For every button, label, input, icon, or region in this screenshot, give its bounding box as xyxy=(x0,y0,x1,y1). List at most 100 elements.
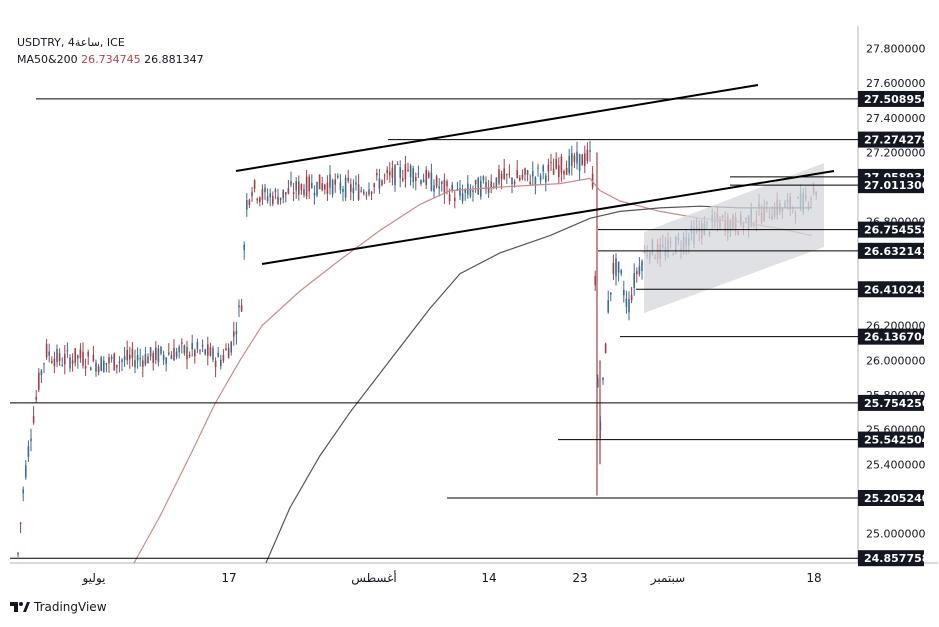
candle-body xyxy=(446,181,448,187)
price-level-tag xyxy=(858,177,924,194)
candle-body xyxy=(472,190,474,193)
candle-body xyxy=(290,181,292,185)
x-tick-label: 14 xyxy=(481,571,496,585)
candle-body xyxy=(186,347,188,360)
candle-body xyxy=(110,357,113,359)
candle-body xyxy=(97,366,100,373)
candle-body xyxy=(121,359,123,362)
candle-body xyxy=(350,184,352,192)
candle-body xyxy=(191,342,193,350)
candle-body xyxy=(435,176,438,187)
candle-body xyxy=(581,154,583,166)
candle-body xyxy=(230,341,232,353)
candle-body xyxy=(604,343,607,353)
candle-body xyxy=(532,171,534,177)
candle-body xyxy=(524,168,526,175)
candle-body xyxy=(503,168,505,179)
candle-body xyxy=(248,199,251,205)
candle-body xyxy=(381,180,383,186)
candle-body xyxy=(287,187,290,194)
y-tick-label: 27.600000 xyxy=(866,77,926,90)
price-level-label: 24.857758 xyxy=(864,552,929,565)
candle-body xyxy=(342,188,344,192)
candle-body xyxy=(318,174,321,190)
candle-body xyxy=(217,352,219,357)
candle-body xyxy=(269,193,271,198)
candle-body xyxy=(235,330,238,335)
candle-body xyxy=(464,189,466,193)
candle-body xyxy=(19,522,22,524)
price-level-tag xyxy=(858,221,924,238)
price-level-tag xyxy=(858,328,924,345)
candle-body xyxy=(92,354,95,361)
price-level-tag xyxy=(858,394,924,411)
candle-body xyxy=(199,350,201,352)
candle-body xyxy=(209,347,212,356)
candle-body xyxy=(324,184,326,190)
candle-body xyxy=(506,174,508,176)
candle-body xyxy=(313,193,316,196)
candle-body xyxy=(48,351,50,356)
price-level-tag xyxy=(858,550,924,567)
candle-body xyxy=(35,396,37,400)
candle-body xyxy=(251,192,253,197)
price-level-label: 25.542504 xyxy=(864,434,930,447)
candle-body xyxy=(534,177,537,185)
candle-body xyxy=(238,305,240,308)
candle-body xyxy=(404,164,407,180)
ma-legend: MA50&200 26.734745 26.881347 xyxy=(17,51,204,68)
y-tick-label: 27.800000 xyxy=(866,43,926,56)
candle-body xyxy=(495,177,498,188)
candle-body xyxy=(108,357,110,364)
candle-body xyxy=(337,175,339,178)
candle-body xyxy=(571,153,573,167)
candle-body xyxy=(558,165,560,178)
candle-body xyxy=(74,348,76,363)
candle-body xyxy=(95,362,97,372)
candle-body xyxy=(563,171,565,175)
candle-body xyxy=(370,191,373,194)
candle-body xyxy=(282,189,284,199)
candle-body xyxy=(116,364,118,368)
symbol-label: USDTRY, 4ساعة, ICE xyxy=(17,36,125,49)
candle-body xyxy=(451,184,453,191)
candle-body xyxy=(448,194,451,202)
price-level-label: 25.754256 xyxy=(864,397,930,410)
tradingview-logo: TradingView xyxy=(10,600,107,614)
candle-body xyxy=(152,353,154,363)
candle-body xyxy=(610,292,612,295)
candle-body xyxy=(56,349,58,363)
candle-body xyxy=(602,377,604,381)
candle-body xyxy=(259,197,261,202)
candle-body xyxy=(207,344,209,356)
candle-body xyxy=(295,181,297,191)
price-level-tag xyxy=(858,489,924,506)
candle-body xyxy=(32,416,35,423)
candle-body xyxy=(160,346,162,354)
candle-body xyxy=(87,352,89,357)
candle-body xyxy=(25,465,27,478)
price-level-label: 27.011300 xyxy=(864,179,930,192)
candle-body xyxy=(584,153,586,166)
candle-body xyxy=(285,192,287,195)
candle-body xyxy=(170,355,173,359)
candle-body xyxy=(311,182,313,188)
candle-body xyxy=(428,172,430,178)
candle-body xyxy=(454,197,456,201)
candle-body xyxy=(363,191,365,194)
candle-body xyxy=(487,187,490,193)
candle-body xyxy=(303,189,305,196)
candle-body xyxy=(477,178,479,195)
candle-body xyxy=(175,351,178,357)
price-level-label: 26.632141 xyxy=(864,245,929,258)
x-tick-label: سبتمبر xyxy=(650,571,685,586)
candle-body xyxy=(376,172,378,176)
candle-body xyxy=(469,188,472,197)
candle-body xyxy=(168,352,170,355)
price-level-tag xyxy=(858,131,924,148)
candle-body xyxy=(373,183,375,188)
price-level-tag xyxy=(858,431,924,448)
candle-body xyxy=(560,156,563,173)
candle-body xyxy=(552,168,555,175)
